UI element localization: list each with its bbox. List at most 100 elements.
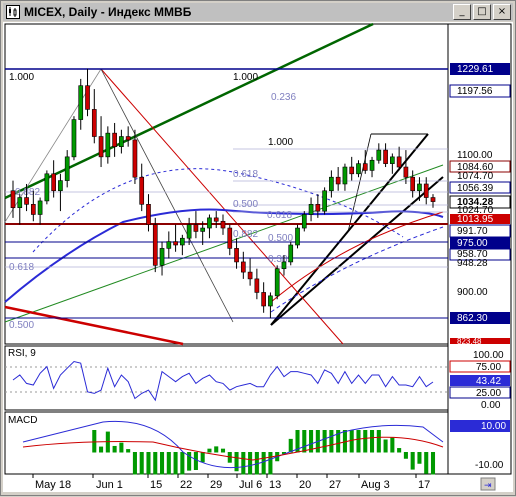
fib-label: 1.000	[268, 137, 293, 148]
candle-body	[166, 241, 172, 249]
macd-bar	[146, 452, 151, 475]
macd-signal-line	[22, 420, 444, 469]
title-bar[interactable]: MICEX, Daily - Индекс ММВБ _ □ ×	[3, 3, 513, 21]
lower-trend-line	[4, 164, 444, 323]
price-tag-bg	[450, 63, 510, 75]
candle-body	[417, 183, 422, 192]
candle-body	[146, 204, 151, 225]
rsi-panel[interactable]	[4, 345, 449, 411]
macd-bar	[180, 452, 185, 475]
macd-bar	[261, 452, 266, 475]
price-label: 1197.56	[457, 86, 493, 97]
fib-label: 0.382	[268, 254, 293, 265]
price-tag-bg	[450, 338, 510, 344]
candle-body	[423, 183, 429, 198]
candle-body	[58, 180, 63, 192]
chart-area[interactable]: 1.000 1.000 0.236 1.000 0.882 0.618 0.50…	[3, 22, 513, 492]
macd-bar	[112, 445, 117, 453]
price-label: 823.48	[457, 337, 482, 346]
candle-body	[105, 132, 111, 158]
price-label: 958.70	[457, 249, 488, 260]
price-tag-bg	[449, 195, 511, 209]
macd-bar	[383, 439, 388, 453]
window-title: MICEX, Daily - Индекс ММВБ	[24, 5, 192, 19]
date-label: 15	[150, 479, 162, 491]
macd-bar	[187, 452, 192, 471]
channel-line-2	[270, 176, 444, 326]
candle-body	[342, 166, 348, 185]
candle-body	[85, 85, 90, 110]
price-tag-bg	[449, 248, 511, 261]
candle-body	[247, 271, 253, 280]
candle-body	[125, 136, 131, 141]
macd-bar	[220, 448, 226, 453]
chart-app-icon	[6, 5, 20, 19]
close-button[interactable]: ×	[493, 4, 511, 20]
macd-bar	[356, 430, 361, 453]
macd-bar	[139, 452, 144, 475]
price-tag-bg	[449, 84, 511, 98]
macd-axis-label: -10.00	[475, 460, 504, 471]
scroll-to-end-button[interactable]	[480, 477, 496, 491]
candle-body	[78, 85, 84, 120]
price-panel[interactable]	[4, 23, 449, 345]
rsi-axis-label: 100.00	[473, 350, 504, 361]
price-label: 1034.28	[457, 197, 494, 208]
candle-body	[315, 204, 321, 212]
candle-body	[17, 197, 23, 209]
candle-body	[240, 261, 246, 273]
macd-bar	[281, 452, 286, 454]
candle-body	[186, 224, 192, 239]
macd-bar	[92, 430, 97, 453]
candle-body	[281, 261, 287, 270]
scroll-arrows-icon: ⇥	[484, 480, 492, 490]
date-label: May 18	[35, 479, 71, 491]
candle-body	[329, 176, 334, 192]
price-label: 948.28	[457, 258, 488, 269]
chart-svg[interactable]: 1.000 1.000 0.236 1.000 0.882 0.618 0.50…	[3, 22, 513, 492]
macd-bar	[302, 430, 307, 453]
candle-body	[159, 248, 165, 266]
price-tag-bg	[450, 237, 510, 249]
macd-bar	[410, 452, 415, 470]
macd-bar	[214, 446, 219, 453]
candle-body	[268, 295, 273, 307]
price-tag-bg	[449, 181, 511, 194]
candle-body	[173, 241, 178, 246]
macd-bar	[234, 452, 239, 472]
fib-label: 0.236	[271, 92, 296, 103]
price-label: 1084.60	[457, 162, 494, 173]
macd-bar	[132, 452, 137, 475]
price-label: 1100.00	[457, 150, 493, 161]
minimize-button[interactable]: _	[453, 4, 471, 20]
date-label: Jul 6	[239, 479, 262, 491]
fib-label: 0.882	[15, 187, 40, 198]
fan-line-red	[100, 68, 344, 345]
macd-bar	[336, 430, 341, 453]
candle-body	[71, 119, 77, 158]
candle-body	[37, 200, 43, 215]
maximize-button[interactable]: □	[473, 4, 491, 20]
macd-bar	[349, 430, 354, 453]
macd-bar	[173, 452, 178, 475]
candle-body	[335, 176, 341, 185]
candle-body	[274, 268, 280, 297]
candle-body	[430, 197, 436, 202]
candle-body	[396, 156, 402, 168]
candle-body	[308, 204, 314, 215]
date-label: 13	[269, 479, 281, 491]
candle-body	[44, 173, 50, 202]
channel-line-1	[270, 133, 429, 326]
price-label: 1056.39	[457, 183, 494, 194]
candle-body	[119, 136, 124, 147]
ma-red-short	[270, 211, 444, 303]
date-label: 29	[210, 479, 222, 491]
date-label: 17	[418, 479, 430, 491]
price-label: 975.00	[457, 238, 488, 249]
macd-bar	[376, 430, 381, 453]
candle-body	[132, 139, 138, 178]
macd-bar	[248, 452, 253, 475]
macd-bar	[322, 430, 327, 453]
triangle-side	[347, 133, 372, 233]
fib-label: 0.500	[268, 233, 293, 244]
